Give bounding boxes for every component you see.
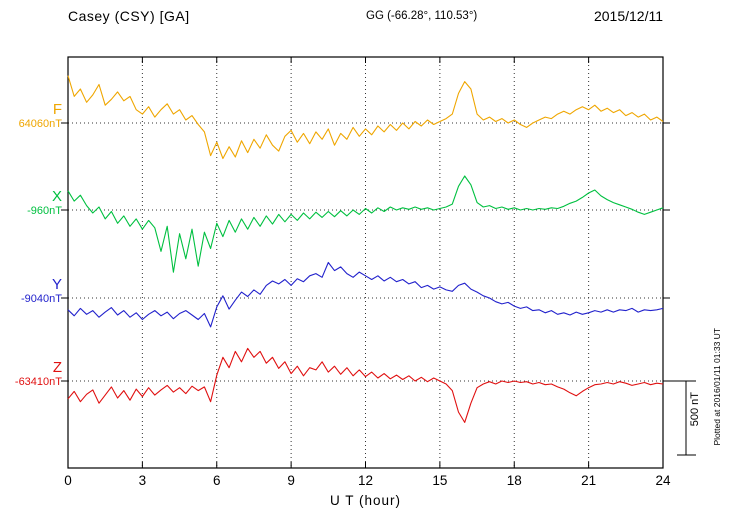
channel-Z-label: Z -63410nT [0, 359, 62, 389]
x-tick-label: 6 [212, 473, 221, 488]
channel-Z-baseline: -63410nT [14, 376, 62, 388]
channel-Y-name: Y [51, 276, 62, 293]
x-tick-label: 15 [432, 473, 448, 488]
channel-Z-name: Z [52, 359, 62, 376]
x-tick-label: 21 [581, 473, 597, 488]
channel-F-name: F [52, 101, 62, 118]
channel-X-label: X -960nT [0, 188, 62, 218]
x-axis-title: U T (hour) [329, 493, 402, 508]
channel-X-name: X [51, 188, 62, 205]
x-tick-label: 9 [287, 473, 295, 488]
station-title: Casey (CSY) [GA] [68, 8, 190, 24]
plotted-note: Plotted at 2016/01/11 01:33 UT [712, 328, 722, 446]
channel-F-baseline: 64060nT [18, 118, 62, 130]
channel-X-baseline: -960nT [27, 205, 62, 217]
x-tick-label: 12 [357, 473, 374, 488]
x-tick-label: 24 [655, 473, 671, 488]
scale-bar-label: 500 nT [689, 392, 701, 427]
geo-coords: GG (-66.28°, 110.53°) [366, 10, 478, 22]
x-tick-label: 18 [506, 473, 522, 488]
x-tick-label: 3 [138, 473, 147, 488]
date-label: 2015/12/11 [593, 8, 663, 24]
x-tick-label: 0 [64, 473, 72, 488]
channel-Y-label: Y -9040nT [0, 276, 62, 306]
channel-F-label: F 64060nT [0, 101, 62, 131]
channel-Y-baseline: -9040nT [21, 293, 62, 305]
